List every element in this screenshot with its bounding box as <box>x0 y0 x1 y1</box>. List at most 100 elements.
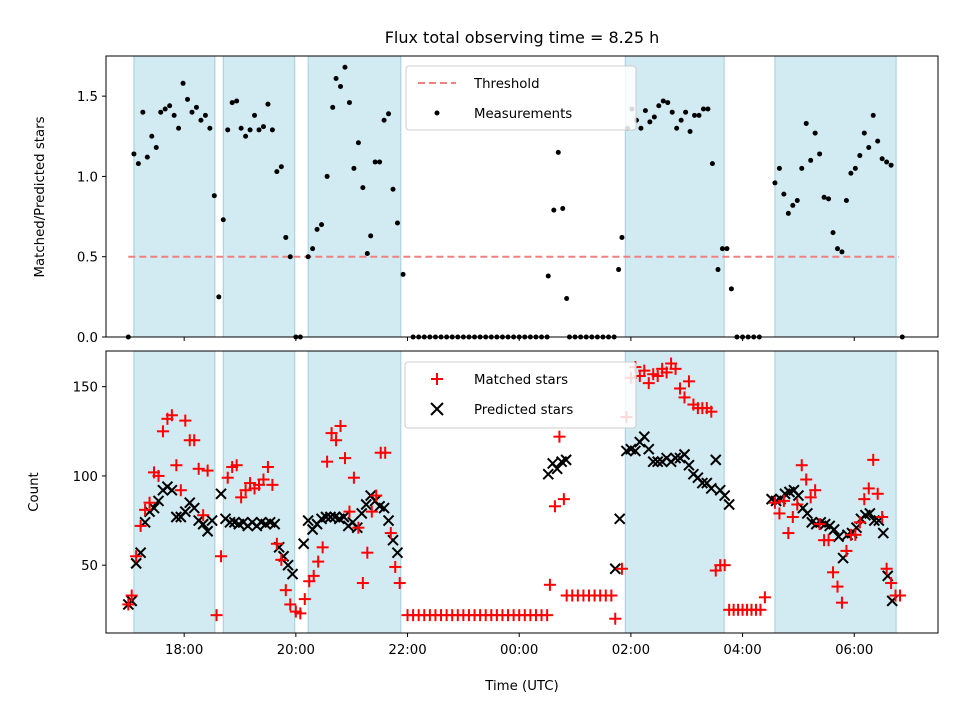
matched-star-point <box>651 369 664 382</box>
predicted-star-stroke <box>320 511 332 523</box>
predicted-star-point <box>378 502 390 514</box>
measurement-point <box>355 140 361 146</box>
measurement-point <box>225 127 231 133</box>
measurement-point <box>660 98 666 104</box>
measurement-point <box>884 159 890 165</box>
predicted-star-point <box>705 482 718 495</box>
matched-star-point <box>777 494 790 507</box>
matched-star-point <box>201 464 214 477</box>
measurement-point <box>861 130 867 136</box>
predicted-star-point <box>224 516 236 529</box>
measurement-point <box>158 109 164 115</box>
measurement-point <box>202 112 208 118</box>
predicted-star-stroke <box>297 538 310 550</box>
matched-star-point <box>605 589 618 602</box>
measurement-point <box>390 186 396 192</box>
measurement-point <box>234 98 240 104</box>
measurement-point <box>564 295 570 301</box>
measurement-point <box>826 196 832 202</box>
matched-star-point <box>347 471 360 484</box>
predicted-star-stroke <box>710 454 722 466</box>
predicted-star-stroke <box>282 559 294 571</box>
measurement-point <box>162 106 168 112</box>
matched-star-point <box>804 491 817 504</box>
measurement-point <box>692 112 698 118</box>
shaded-interval <box>624 350 725 634</box>
matched-star-point <box>754 603 767 616</box>
matched-star-point <box>791 498 804 511</box>
bottom-axes-frame <box>105 350 939 634</box>
measurement-point <box>333 75 339 81</box>
measurement-point <box>545 273 551 279</box>
measurement-point <box>772 180 778 186</box>
predicted-star-stroke <box>130 557 142 570</box>
measurement-point <box>176 125 182 131</box>
matched-star-point <box>782 527 795 540</box>
predicted-star-stroke <box>542 468 554 480</box>
predicted-star-stroke <box>609 563 621 575</box>
measurement-point <box>821 194 827 200</box>
predicted-star-point <box>614 513 626 525</box>
matched-star-point <box>543 578 556 591</box>
predicted-star-stroke <box>560 454 572 466</box>
predicted-star-stroke <box>387 534 399 546</box>
predicted-star-stroke <box>669 452 682 464</box>
measurement-point <box>360 185 366 191</box>
matched-star-point <box>361 546 374 559</box>
matched-star-point <box>867 453 880 466</box>
shaded-interval <box>133 55 216 338</box>
measurement-point <box>551 207 557 213</box>
measurement-point <box>400 271 406 277</box>
matched-star-point <box>122 598 135 611</box>
matched-star-point <box>170 459 183 472</box>
top-x-ticks <box>183 337 855 341</box>
matched-star-point <box>179 414 192 427</box>
measurement-point <box>135 161 141 167</box>
matched-star-point <box>809 484 822 497</box>
measurement-point <box>781 191 787 197</box>
measurement-point <box>394 220 400 226</box>
measurement-point <box>857 153 863 159</box>
predicted-star-stroke <box>228 516 241 529</box>
predicted-star-stroke <box>765 493 778 505</box>
measurement-point <box>310 246 316 252</box>
measurement-point <box>866 145 872 151</box>
predicted-star-point <box>282 559 294 571</box>
predicted-star-stroke <box>324 511 337 523</box>
predicted-star-point <box>629 445 642 457</box>
matched-star-point <box>261 461 274 474</box>
legend-measurements-label: Measurements <box>474 107 572 122</box>
measurement-point <box>724 246 730 252</box>
measurement-point <box>149 133 155 139</box>
measurement-point <box>171 112 177 118</box>
measurement-point <box>803 120 809 126</box>
shaded-interval <box>307 350 402 634</box>
predicted-star-stroke <box>338 511 350 523</box>
predicted-star-stroke <box>166 484 178 496</box>
matched-star-point <box>393 577 406 590</box>
measurement-point <box>324 173 330 179</box>
measurement-point <box>715 267 721 273</box>
predicted-star-point <box>338 511 350 523</box>
matched-star-point <box>615 562 628 575</box>
measurement-point <box>674 125 680 131</box>
x-axis-label: Time (UTC) <box>484 679 559 694</box>
predicted-star-stroke <box>792 489 805 502</box>
measurement-point <box>808 157 814 163</box>
matched-star-point <box>321 455 334 468</box>
predicted-star-point <box>651 455 664 468</box>
measurement-point <box>776 165 782 171</box>
predicted-star-stroke <box>551 463 563 475</box>
predicted-star-stroke <box>201 525 214 537</box>
measurement-point <box>852 165 858 171</box>
measurement-point <box>351 165 357 171</box>
measurement-point <box>790 202 796 208</box>
predicted-star-point <box>643 443 655 455</box>
matched-star-point <box>705 405 718 418</box>
legend-measurements-swatch <box>434 110 440 116</box>
predicted-star-point <box>669 452 682 464</box>
matched-star-point <box>894 589 907 602</box>
predicted-star-point <box>710 454 722 466</box>
predicted-star-stroke <box>614 513 626 525</box>
predicted-star-point <box>792 489 805 502</box>
